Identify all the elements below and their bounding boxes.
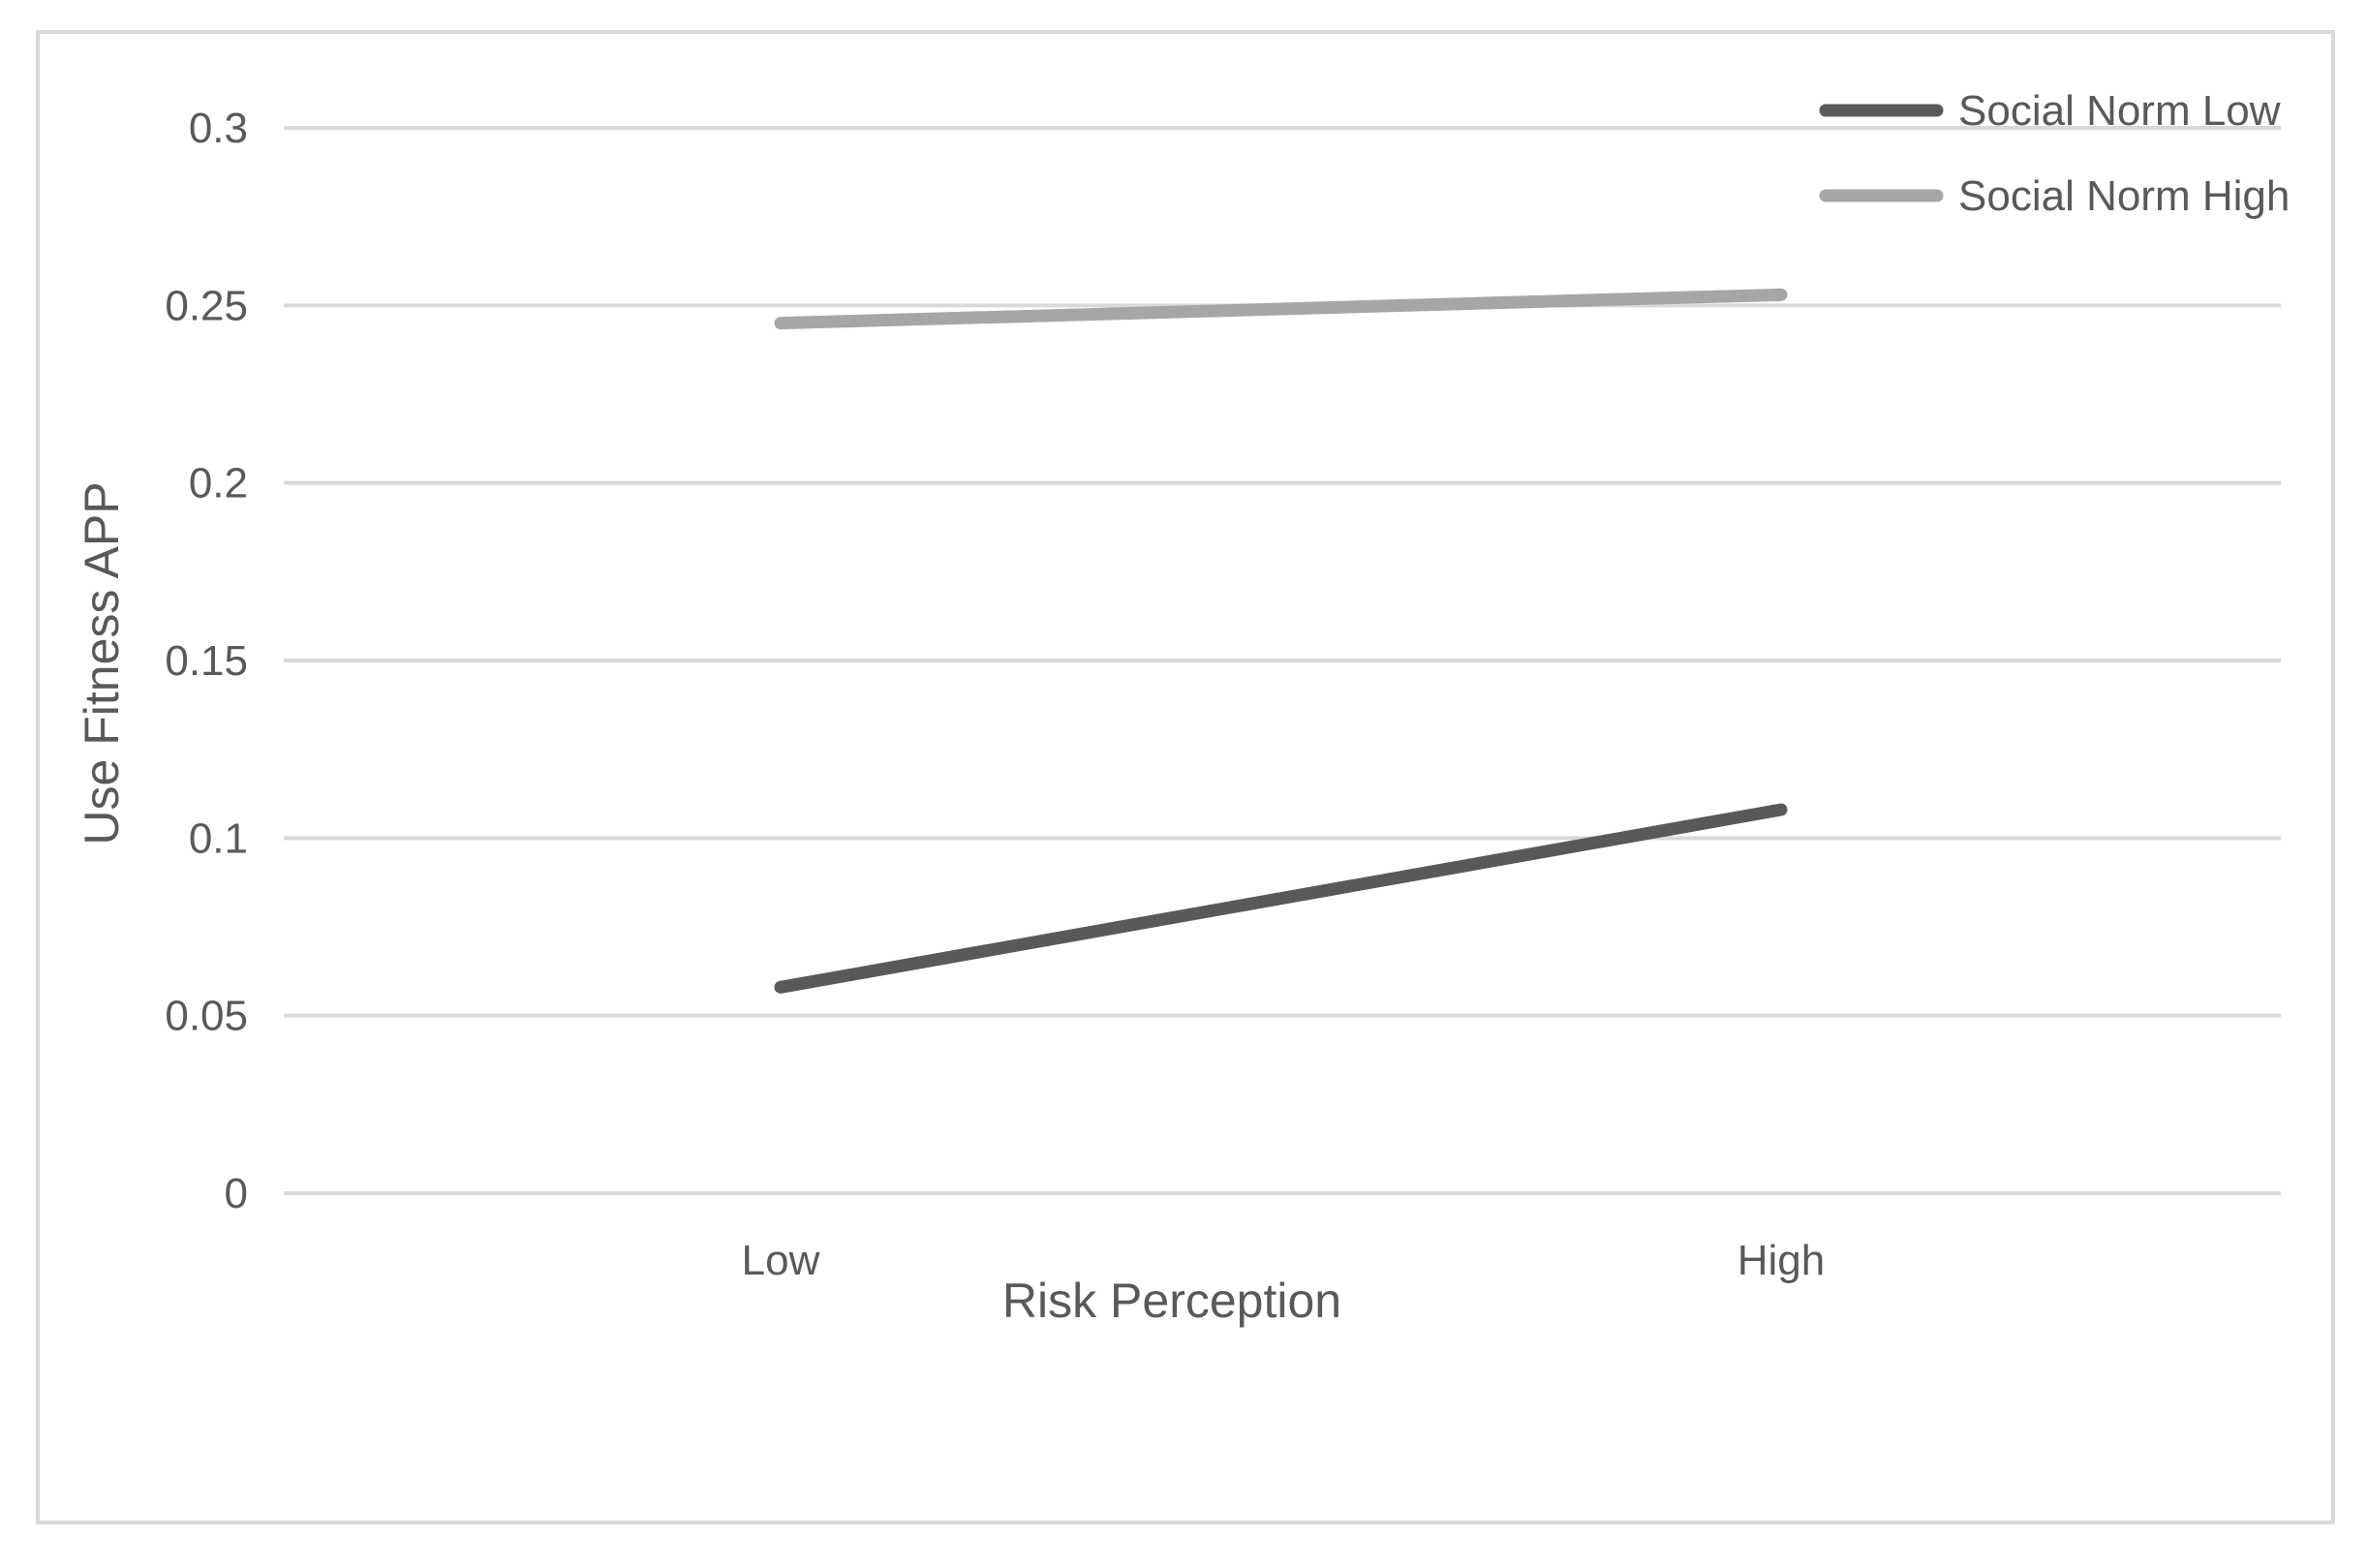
y-tick-label: 0.3 [189, 105, 248, 152]
y-tick-label: 0.05 [165, 993, 248, 1040]
x-tick-label: High [1738, 1237, 1826, 1284]
x-axis-ticks: Low High [742, 1237, 1826, 1284]
chart-frame [36, 30, 2335, 1524]
x-axis-title: Risk Perception [1002, 1274, 1341, 1328]
y-axis-title: Use Fitness APP [75, 481, 129, 845]
y-tick-label: 0.1 [189, 815, 248, 862]
series-line-social-norm-high [774, 288, 1788, 330]
x-tick-label: Low [742, 1237, 820, 1284]
y-tick-label: 0 [225, 1170, 248, 1217]
series-line-social-norm-low [774, 803, 1788, 994]
legend: Social Norm Low Social Norm High [1819, 87, 2290, 220]
series-lines [774, 288, 1788, 994]
gridlines [284, 126, 2281, 1195]
y-tick-label: 0.25 [165, 282, 248, 329]
y-tick-label: 0.2 [189, 460, 248, 507]
y-tick-label: 0.15 [165, 637, 248, 685]
y-axis-ticks: 0 0.05 0.1 0.15 0.2 0.25 0.3 [165, 105, 248, 1217]
legend-label: Social Norm High [1958, 172, 2290, 220]
legend-label: Social Norm Low [1958, 87, 2281, 135]
